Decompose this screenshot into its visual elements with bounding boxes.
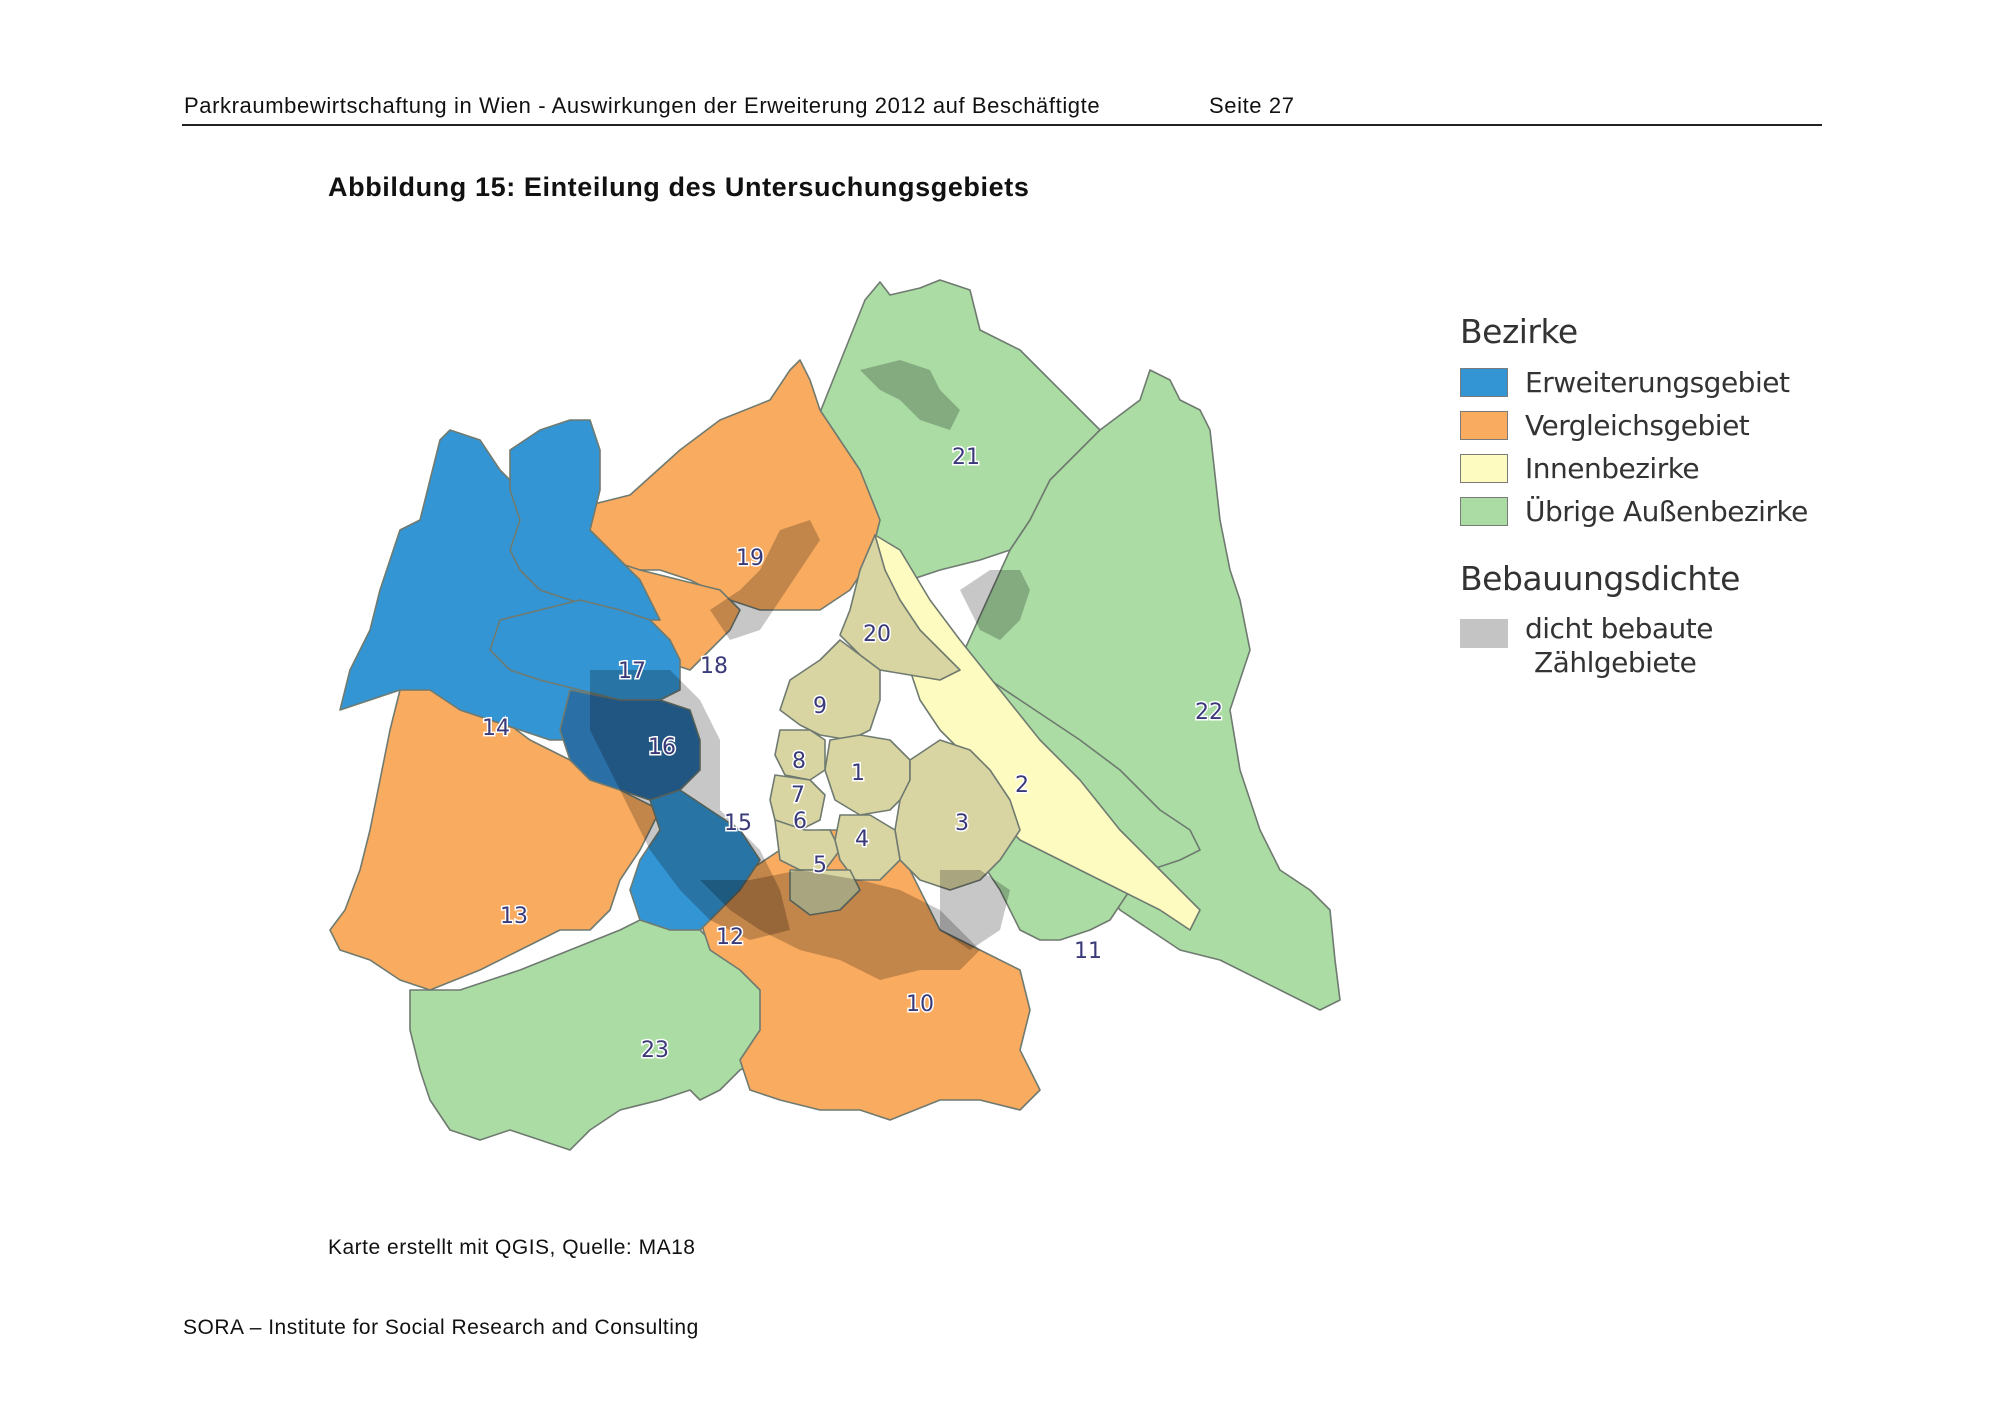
district-5 <box>789 869 861 916</box>
district-label: 15 <box>724 811 752 836</box>
page-footer: SORA – Institute for Social Research and… <box>183 1316 699 1339</box>
district-label: 1 <box>851 761 865 786</box>
district-20 <box>839 534 961 681</box>
district-1 <box>824 734 911 816</box>
district-label: 17 <box>618 659 646 684</box>
district-7 <box>769 774 826 831</box>
figure-source-note: Karte erstellt mit QGIS, Quelle: MA18 <box>328 1236 696 1259</box>
legend-item-innenbezirke: Innenbezirke <box>1460 447 1808 490</box>
district-label: 18 <box>700 654 728 679</box>
district-label: 11 <box>1074 939 1102 964</box>
district-13 <box>329 669 661 991</box>
district-label: 10 <box>906 992 934 1017</box>
district-3 <box>894 739 1021 891</box>
district-label: 20 <box>863 622 891 647</box>
legend-label: Übrige Außenbezirke <box>1525 495 1808 528</box>
district-label: 7 <box>791 783 805 808</box>
legend-label: Erweiterungsgebiet <box>1525 366 1790 399</box>
district-12 <box>629 789 761 931</box>
page-number: Seite 27 <box>1209 93 1295 118</box>
district-4 <box>834 814 901 881</box>
legend-label-line: dicht bebaute <box>1525 612 1713 645</box>
legend-swatch <box>1460 368 1508 397</box>
district-label: 16 <box>648 735 676 760</box>
legend-swatch <box>1460 411 1508 440</box>
district-label: 2 <box>1015 773 1029 798</box>
district-label: 22 <box>1195 700 1223 725</box>
legend-title-bezirke: Bezirke <box>1460 312 1578 351</box>
legend-item-erweiterungsgebiet: Erweiterungsgebiet <box>1460 361 1808 404</box>
district-6 <box>774 819 841 871</box>
district-label: 14 <box>482 716 510 741</box>
district-label: 5 <box>813 853 827 878</box>
page-header: Parkraumbewirtschaftung in Wien - Auswir… <box>182 90 1822 126</box>
district-label: 13 <box>500 904 528 929</box>
district-8 <box>774 729 826 781</box>
legend-label-line: Zählgebiete <box>1534 646 1697 679</box>
dense-area-overlay <box>590 360 1030 980</box>
document-title: Parkraumbewirtschaftung in Wien - Auswir… <box>184 93 1101 118</box>
legend-swatch <box>1460 497 1508 526</box>
legend-item-uebrige-aussenbezirke: Übrige Außenbezirke <box>1460 490 1808 533</box>
legend-item-dense-area: dicht bebaute Zählgebiete <box>1460 612 1808 680</box>
vienna-district-map: 1 2 3 4 5 6 7 8 9 10 11 12 13 14 15 16 1… <box>329 279 1341 1151</box>
legend-swatch <box>1460 619 1508 648</box>
legend-label: Vergleichsgebiet <box>1525 409 1750 442</box>
figure-caption: Abbildung 15: Einteilung des Untersuchun… <box>328 172 1030 202</box>
district-2 <box>874 534 1201 931</box>
district-label: 9 <box>813 694 827 719</box>
district-label: 21 <box>952 445 980 470</box>
legend-label: dicht bebaute Zählgebiete <box>1525 612 1713 680</box>
district-9 <box>779 639 881 741</box>
district-label: 23 <box>641 1038 669 1063</box>
legend-title-bebauungsdichte: Bebauungsdichte <box>1460 559 1740 598</box>
map-legend: Bezirke Erweiterungsgebiet Vergleichsgeb… <box>1460 312 1808 680</box>
district-label: 8 <box>792 749 806 774</box>
legend-item-vergleichsgebiet: Vergleichsgebiet <box>1460 404 1808 447</box>
district-label: 19 <box>736 546 764 571</box>
district-label: 4 <box>855 827 869 852</box>
district-17 <box>509 419 661 621</box>
district-labels: 1 2 3 4 5 6 7 8 9 10 11 12 13 14 15 16 1… <box>481 444 1225 1065</box>
district-label: 12 <box>716 925 744 950</box>
legend-label: Innenbezirke <box>1525 452 1700 485</box>
district-label: 3 <box>955 811 969 836</box>
district-16 <box>489 599 681 701</box>
legend-swatch <box>1460 454 1508 483</box>
district-label: 6 <box>793 809 807 834</box>
